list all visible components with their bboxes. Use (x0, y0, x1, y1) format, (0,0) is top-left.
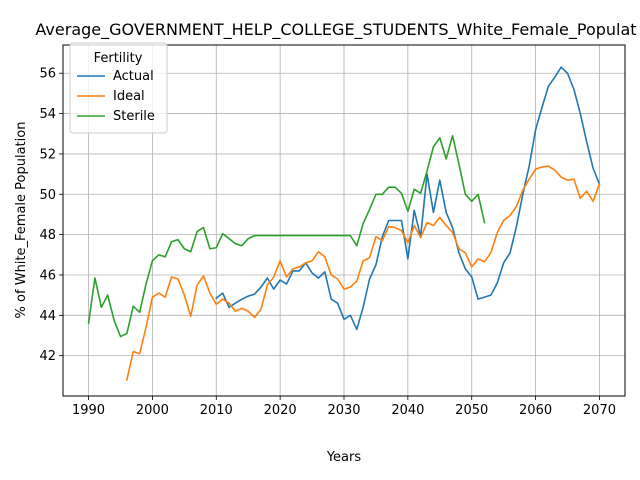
x-tick-label: 1990 (72, 403, 105, 418)
x-tick-label: 2010 (200, 403, 233, 418)
x-tick-label: 2040 (391, 403, 424, 418)
y-axis-label: % of White_Female Population (14, 122, 29, 319)
x-tick-label: 2030 (327, 403, 360, 418)
y-tick-label: 42 (39, 349, 56, 364)
y-tick-label: 54 (39, 107, 56, 122)
y-tick-label: 50 (39, 188, 56, 203)
chart-title: Average_GOVERNMENT_HELP_COLLEGE_STUDENTS… (35, 20, 636, 40)
legend-label-ideal: Ideal (113, 89, 145, 104)
grid (63, 45, 625, 396)
y-tick-label: 46 (39, 268, 56, 283)
x-tick-label: 2050 (455, 403, 488, 418)
series-line-actual (215, 66, 601, 331)
x-axis: 1990 2000 2010 2020 2030 2040 2050 2060 2070 (72, 396, 616, 418)
legend-label-actual: Actual (113, 69, 154, 84)
y-axis: 42 44 46 48 50 52 54 56 (39, 67, 63, 364)
legend-box (69, 42, 168, 134)
x-tick-label: 2000 (136, 403, 169, 418)
series-line-sterile (87, 134, 486, 338)
x-tick-label: 2060 (519, 403, 552, 418)
x-tick-label: 2070 (583, 403, 616, 418)
legend-label-sterile: Sterile (113, 109, 155, 124)
y-tick-label: 56 (39, 67, 56, 82)
x-axis-label: Years (326, 450, 362, 465)
legend-items: Actual Ideal Sterile (77, 69, 155, 124)
x-tick-label: 2020 (264, 403, 297, 418)
legend: Fertility Actual Ideal Sterile (69, 42, 168, 134)
y-tick-label: 52 (39, 147, 56, 162)
y-tick-label: 44 (39, 309, 56, 324)
y-tick-label: 48 (39, 228, 56, 243)
legend-title: Fertility (94, 51, 143, 66)
plot-series (87, 66, 601, 381)
series-line-ideal (125, 165, 601, 381)
